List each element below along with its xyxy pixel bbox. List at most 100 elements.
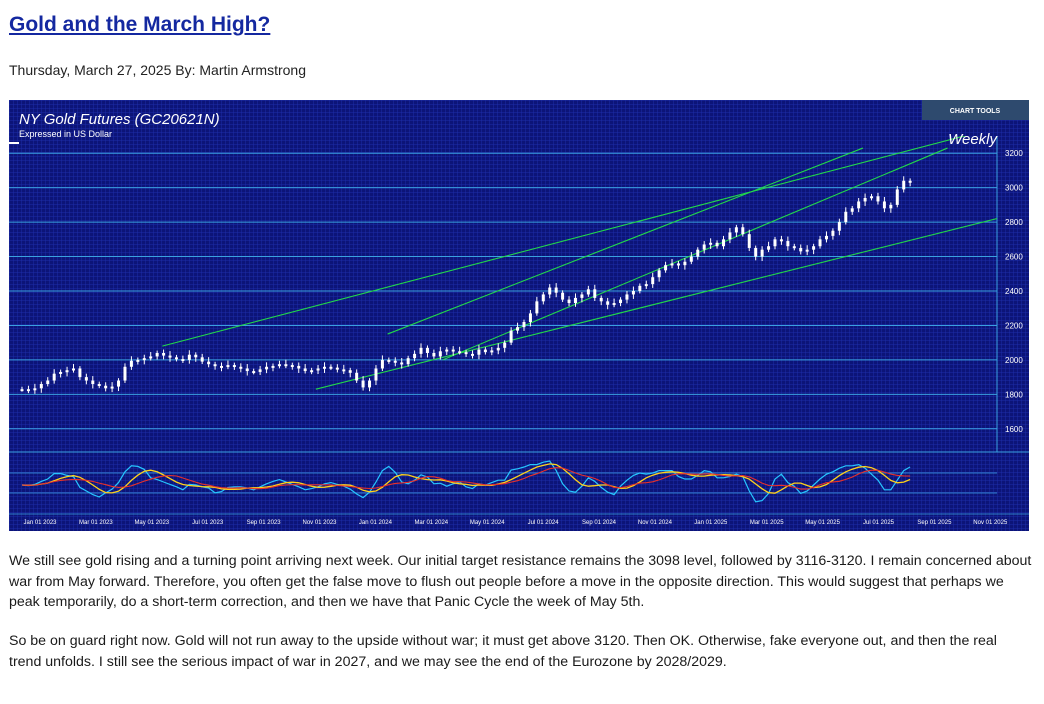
candle-body <box>387 359 391 362</box>
candle-body <box>471 353 475 356</box>
trend-line <box>387 147 864 335</box>
timeframe-label: Weekly <box>948 131 998 148</box>
candle-body <box>136 359 140 362</box>
candle-body <box>535 301 539 314</box>
candle-body <box>631 291 635 295</box>
candle-body <box>335 367 339 370</box>
candle-body <box>683 261 687 266</box>
candle-body <box>149 356 153 359</box>
candle-body <box>882 201 886 209</box>
candle-body <box>548 287 552 295</box>
price-tick-label: 2200 <box>1005 321 1023 330</box>
date-tick-label: Mar 01 2024 <box>414 520 448 526</box>
candle-body <box>220 365 224 368</box>
candle-body <box>303 368 307 372</box>
candle-body <box>638 285 642 291</box>
candle-body <box>129 360 133 367</box>
candle-body <box>857 201 861 209</box>
candle-body <box>284 364 288 367</box>
candle-body <box>258 369 262 372</box>
date-tick-label: Jan 01 2024 <box>359 520 393 526</box>
candle-body <box>425 347 429 353</box>
article-title[interactable]: Gold and the March High? <box>9 13 271 36</box>
candle-body <box>59 371 63 374</box>
date-tick-label: Jul 01 2024 <box>528 520 560 526</box>
candle-body <box>805 249 809 252</box>
candle-body <box>271 365 275 368</box>
article-paragraph-2: So be on guard right now. Gold will not … <box>9 633 997 670</box>
date-tick-label: Sep 01 2023 <box>247 520 282 526</box>
oscillator-line <box>21 463 911 494</box>
date-tick-label: Jan 01 2023 <box>23 520 57 526</box>
candle-body <box>689 256 693 262</box>
candle-body <box>374 368 378 381</box>
candle-body <box>322 366 326 369</box>
candle-body <box>786 241 790 247</box>
date-tick-label: May 01 2023 <box>134 520 169 526</box>
candle-body <box>329 366 333 369</box>
candle-body <box>355 372 359 381</box>
candle-body <box>676 263 680 266</box>
plot-left-marker <box>9 142 19 144</box>
chart-tools-button[interactable]: CHART TOOLS <box>922 100 1029 120</box>
candle-body <box>20 389 24 392</box>
date-tick-label: Sep 01 2025 <box>917 520 952 526</box>
price-tick-label: 3200 <box>1005 149 1023 158</box>
candle-body <box>831 230 835 236</box>
candle-body <box>799 247 803 252</box>
price-tick-label: 2600 <box>1005 253 1023 262</box>
candle-body <box>226 365 230 368</box>
candle-body <box>413 353 417 359</box>
candle-body <box>702 244 706 250</box>
candle-body <box>528 313 532 322</box>
article-date-author: Thursday, March 27, 2025 By: Martin Arms… <box>9 62 306 78</box>
candle-body <box>876 196 880 202</box>
candle-body <box>773 239 777 247</box>
candle-body <box>767 246 771 250</box>
candle-body <box>561 292 565 300</box>
candle-body <box>741 227 745 235</box>
candle-body <box>516 327 520 331</box>
candle-body <box>593 289 597 298</box>
candle-body <box>870 196 874 199</box>
candle-body <box>380 359 384 369</box>
candle-body <box>406 358 410 365</box>
candle-body <box>554 287 558 293</box>
candle-body <box>477 349 481 355</box>
candle-body <box>39 384 43 389</box>
chart-title: NY Gold Futures (GC20621N) <box>19 111 220 128</box>
candle-body <box>277 364 281 367</box>
candle-body <box>509 330 513 343</box>
candle-body <box>445 349 449 352</box>
candle-body <box>91 380 95 384</box>
chart-subtitle: Expressed in US Dollar <box>19 129 112 139</box>
candle-body <box>239 366 243 369</box>
candle-body <box>824 235 828 240</box>
trend-line <box>315 218 997 390</box>
candle-body <box>26 389 30 392</box>
trend-line <box>442 147 948 361</box>
candle-body <box>451 349 455 352</box>
candle-body <box>503 342 507 348</box>
candle-body <box>174 357 178 360</box>
price-tick-label: 1800 <box>1005 390 1023 399</box>
candle-body <box>754 247 758 257</box>
candle-body <box>760 249 764 257</box>
candle-body <box>496 347 500 351</box>
candle-body <box>290 365 294 368</box>
candle-body <box>104 385 108 389</box>
candle-body <box>541 294 545 302</box>
oscillator-line <box>21 467 911 490</box>
oscillator-line <box>21 460 911 503</box>
candle-body <box>908 180 912 183</box>
price-tick-label: 3000 <box>1005 184 1023 193</box>
candle-body <box>850 208 854 212</box>
candle-body <box>316 368 320 371</box>
date-tick-label: Mar 01 2025 <box>750 520 784 526</box>
candle-body <box>490 350 494 353</box>
candle-body <box>599 297 603 302</box>
candle-body <box>168 355 172 358</box>
candle-body <box>844 211 848 223</box>
candle-body <box>368 380 372 388</box>
candle-body <box>155 353 159 357</box>
